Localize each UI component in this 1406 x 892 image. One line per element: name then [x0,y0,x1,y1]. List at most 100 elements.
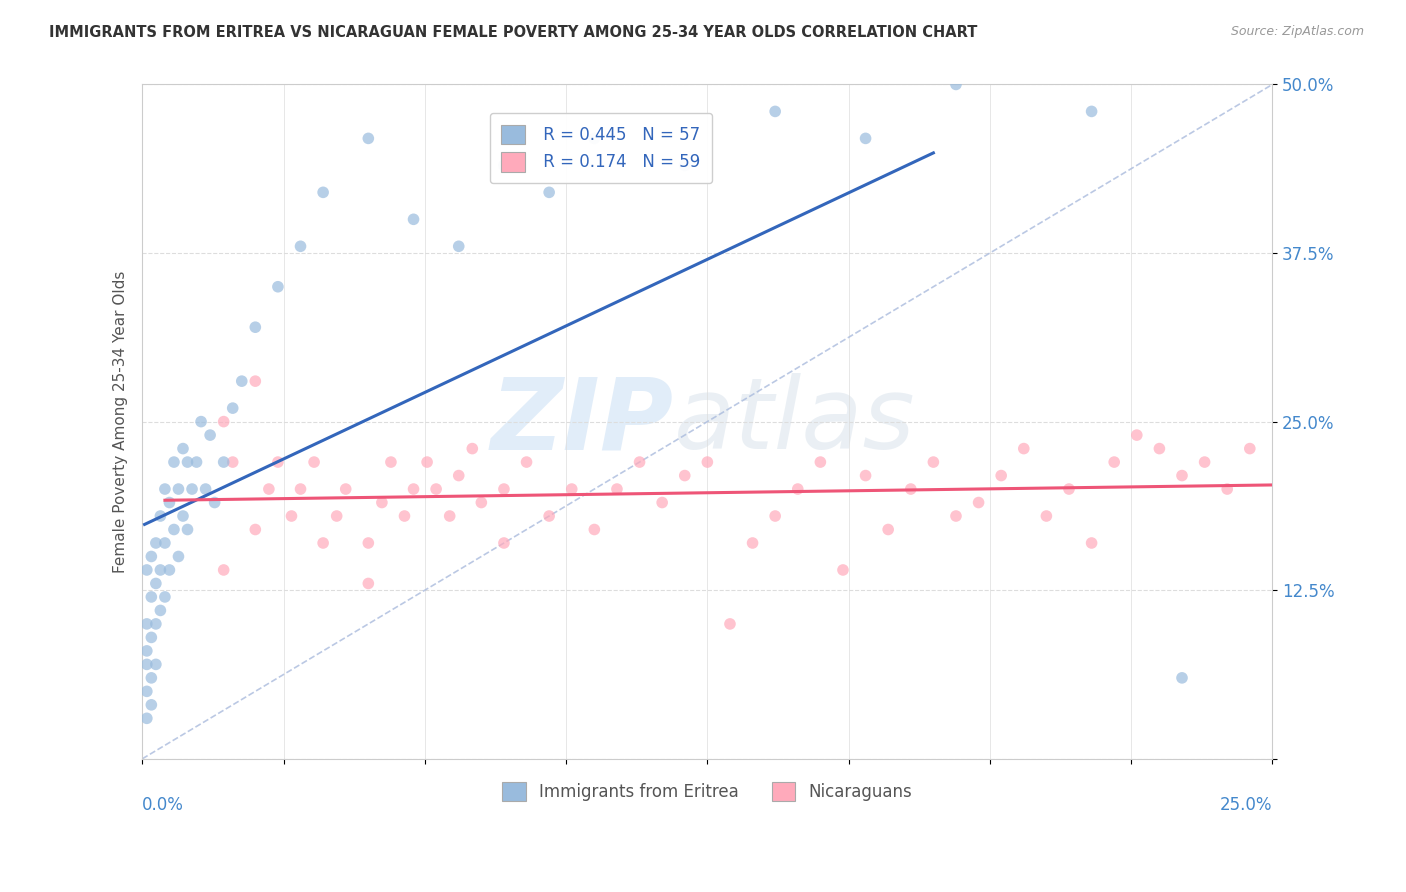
Point [267,455,290,469]
Point [290,482,312,496]
Point [855,131,877,145]
Point [1171,468,1194,483]
Point [212,455,235,469]
Point [149,603,172,617]
Point [141,549,163,564]
Point [145,536,167,550]
Point [900,482,922,496]
Point [141,590,163,604]
Point [190,415,212,429]
Point [402,212,425,227]
Point [172,508,194,523]
Point [194,482,217,496]
Point [945,508,967,523]
Point [651,495,673,509]
Point [447,468,470,483]
Point [515,455,537,469]
Point [538,186,561,200]
Point [696,455,718,469]
Point [763,104,786,119]
Point [922,455,945,469]
Point [538,508,561,523]
Point [145,616,167,631]
Point [135,657,157,672]
Text: ZIP: ZIP [491,373,673,470]
Point [245,523,267,537]
Point [141,698,163,712]
Point [335,482,357,496]
Point [492,158,515,172]
Point [163,523,186,537]
Point [167,482,190,496]
Point [153,536,176,550]
Point [145,657,167,672]
Point [145,576,167,591]
Point [141,631,163,645]
Point [718,616,741,631]
Point [786,482,808,496]
Point [159,563,181,577]
Point [222,401,245,416]
Point [967,495,990,509]
Point [855,468,877,483]
Point [212,415,235,429]
Point [357,576,380,591]
Point [492,536,515,550]
Point [1194,455,1216,469]
Point [159,495,181,509]
Point [141,671,163,685]
Point [135,644,157,658]
Point [245,320,267,334]
Y-axis label: Female Poverty Among 25-34 Year Olds: Female Poverty Among 25-34 Year Olds [114,270,128,573]
Point [312,536,335,550]
Point [628,455,651,469]
Point [198,428,221,442]
Text: Source: ZipAtlas.com: Source: ZipAtlas.com [1230,25,1364,38]
Point [153,590,176,604]
Point [176,523,198,537]
Point [561,482,583,496]
Text: 0.0%: 0.0% [142,796,184,814]
Point [470,495,492,509]
Point [163,455,186,469]
Point [222,455,245,469]
Point [231,374,253,388]
Text: 25.0%: 25.0% [1220,796,1272,814]
Point [808,455,831,469]
Point [267,279,290,293]
Point [1149,442,1171,456]
Point [280,508,302,523]
Point [1126,428,1149,442]
Point [673,468,696,483]
Point [447,239,470,253]
Point [416,455,439,469]
Point [257,482,280,496]
Point [181,482,204,496]
Point [1239,442,1261,456]
Point [380,455,402,469]
Point [402,482,425,496]
Point [135,711,157,725]
Point [204,495,226,509]
Point [172,442,194,456]
Point [153,482,176,496]
Point [1171,671,1194,685]
Point [135,616,157,631]
Point [357,536,380,550]
Legend: Immigrants from Eritrea, Nicaraguans: Immigrants from Eritrea, Nicaraguans [495,775,920,808]
Point [439,508,461,523]
Point [1057,482,1080,496]
Point [583,131,606,145]
Point [461,442,484,456]
Point [245,374,267,388]
Point [149,563,172,577]
Point [394,508,416,523]
Point [990,468,1012,483]
Text: atlas: atlas [673,373,915,470]
Point [673,158,696,172]
Point [312,186,335,200]
Point [832,563,855,577]
Point [763,508,786,523]
Point [290,239,312,253]
Point [135,684,157,698]
